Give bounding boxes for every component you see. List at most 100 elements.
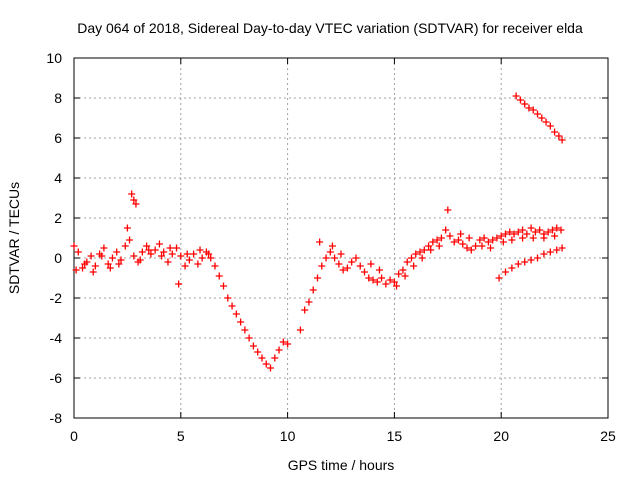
- x-axis-label: GPS time / hours: [288, 457, 395, 473]
- data-point: [553, 246, 561, 254]
- data-point: [521, 258, 529, 266]
- data-point: [121, 242, 129, 250]
- data-point: [89, 268, 97, 276]
- data-point: [472, 242, 480, 250]
- data-point: [399, 266, 407, 274]
- data-point: [254, 348, 262, 356]
- data-point: [546, 248, 554, 256]
- data-point: [501, 268, 509, 276]
- data-point: [194, 260, 202, 268]
- data-point: [91, 262, 99, 270]
- data-point: [420, 246, 428, 254]
- data-point: [395, 270, 403, 278]
- data-point: [476, 236, 484, 244]
- data-point: [335, 260, 343, 268]
- data-point: [416, 248, 424, 256]
- data-point: [328, 242, 336, 250]
- data-point: [487, 244, 495, 252]
- data-point: [284, 340, 292, 348]
- y-tick-labels: -8 -6 -4 -2 0 2 4 6 8 10: [46, 50, 62, 426]
- data-point: [410, 262, 418, 270]
- data-point: [136, 256, 144, 264]
- data-point: [271, 354, 279, 362]
- data-point: [514, 260, 522, 268]
- data-point: [232, 310, 240, 318]
- y-tick-label: -2: [50, 290, 63, 306]
- data-point: [519, 234, 527, 242]
- data-point: [138, 248, 146, 256]
- data-point: [98, 252, 106, 260]
- data-point: [145, 246, 153, 254]
- data-point: [314, 274, 322, 282]
- x-tick-label: 0: [70, 428, 78, 444]
- data-point: [390, 278, 398, 286]
- data-point: [198, 254, 206, 262]
- data-point: [104, 260, 112, 268]
- data-point: [164, 258, 172, 266]
- data-point: [100, 244, 108, 252]
- series-upper-trace: [512, 92, 566, 144]
- data-point: [499, 238, 507, 246]
- data-point: [87, 252, 95, 260]
- data-point: [132, 200, 140, 208]
- data-point: [465, 234, 473, 242]
- data-point: [296, 326, 304, 334]
- x-tick-label: 10: [280, 428, 296, 444]
- data-point: [262, 360, 270, 368]
- data-point: [501, 230, 509, 238]
- data-point: [130, 196, 138, 204]
- data-point: [367, 260, 375, 268]
- data-point: [196, 246, 204, 254]
- data-point: [382, 280, 390, 288]
- data-point: [155, 240, 163, 248]
- data-point: [151, 246, 159, 254]
- x-tick-label: 5: [177, 428, 185, 444]
- y-tick-label: 6: [54, 130, 62, 146]
- series-secondary-band: [72, 190, 559, 290]
- data-point: [435, 242, 443, 250]
- data-point: [301, 306, 309, 314]
- data-point: [81, 260, 89, 268]
- data-point: [459, 240, 467, 248]
- x-tick-label: 20: [493, 428, 509, 444]
- y-tick-label: -6: [50, 370, 63, 386]
- data-point: [527, 256, 535, 264]
- chart-title: Day 064 of 2018, Sidereal Day-to-day VTE…: [77, 20, 583, 36]
- data-point: [538, 114, 546, 122]
- data-point: [220, 282, 228, 290]
- data-point: [493, 234, 501, 242]
- data-point: [309, 286, 317, 294]
- data-point: [106, 264, 114, 272]
- data-point: [480, 234, 488, 242]
- data-point: [205, 250, 213, 258]
- data-point: [245, 334, 253, 342]
- data-point: [168, 250, 176, 258]
- data-point: [446, 232, 454, 240]
- x-tick-label: 25: [600, 428, 616, 444]
- data-point: [224, 294, 232, 302]
- data-point: [536, 226, 544, 234]
- data-point: [418, 254, 426, 262]
- data-point: [546, 122, 554, 130]
- data-point: [506, 228, 514, 236]
- data-point: [360, 268, 368, 276]
- data-point: [497, 232, 505, 240]
- data-point: [508, 264, 516, 272]
- data-point: [113, 248, 121, 256]
- data-point: [551, 128, 559, 136]
- data-point: [412, 250, 420, 258]
- data-point: [343, 264, 351, 272]
- data-point: [128, 190, 136, 198]
- data-point: [326, 248, 334, 256]
- grid-lines: [74, 58, 608, 418]
- plot-frame: [73, 57, 609, 419]
- x-tick-label: 15: [387, 428, 403, 444]
- data-point: [108, 254, 116, 262]
- data-point: [544, 228, 552, 236]
- data-point: [279, 338, 287, 346]
- data-point: [393, 282, 401, 290]
- data-point: [207, 254, 215, 262]
- data-point: [348, 258, 356, 266]
- data-point: [185, 256, 193, 264]
- data-point: [316, 238, 324, 246]
